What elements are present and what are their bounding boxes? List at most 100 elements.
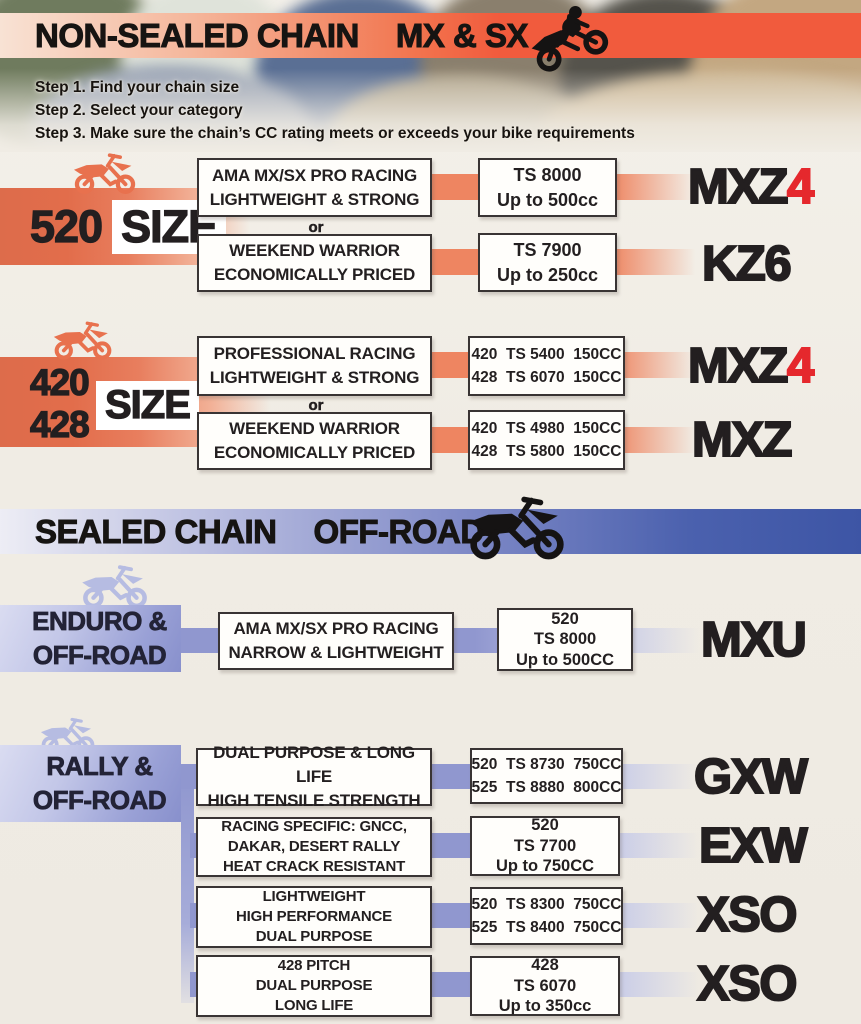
model-name: XSO — [696, 956, 798, 1012]
spec-line: Up to 750CC — [495, 857, 595, 876]
size-number: 428 — [29, 403, 90, 445]
category-line: ECONOMICALLY PRICED — [213, 443, 416, 462]
spec-box: 520 TS 8300 750CC 525 TS 8400 750CC — [470, 887, 623, 945]
size-number: 520 — [29, 200, 103, 252]
category-line: DUAL PURPOSE — [255, 976, 373, 994]
model-name: GXW — [693, 749, 809, 805]
model-accent: 4 — [786, 159, 815, 215]
model-main: MXZ — [687, 338, 789, 394]
step-2: Step 2. Select your category — [35, 102, 243, 119]
dirt-bike-icon — [74, 563, 156, 609]
model-main: XSO — [696, 956, 798, 1012]
nonsealed-banner: NON-SEALED CHAIN MX & SX — [0, 13, 861, 58]
spec-line: TS 8000 — [513, 165, 582, 186]
group-label-line: ENDURO & — [32, 605, 168, 636]
category-line: LONG LIFE — [274, 997, 354, 1015]
category-line: LIGHTWEIGHT — [262, 887, 366, 905]
or-label: or — [308, 219, 324, 237]
spec-line: Up to 350cc — [498, 997, 592, 1016]
spec-box: 420 TS 5400 150CC 428 TS 6070 150CC — [468, 336, 625, 396]
spec-line: TS 6070 — [513, 976, 577, 995]
spec-line: Up to 500cc — [496, 189, 599, 210]
spec-line: TS 7900 — [513, 240, 582, 261]
size-label-420-428: 420 428 — [29, 361, 90, 446]
sealed-banner: SEALED CHAIN OFF-ROAD — [0, 509, 861, 554]
model-main: XSO — [696, 887, 798, 943]
dirt-bike-icon — [72, 150, 138, 196]
model-name: MXZ — [691, 412, 793, 468]
dirt-bike-icon — [466, 486, 568, 568]
spec-line: Up to 500CC — [515, 650, 615, 669]
spec-box: TS 7900 Up to 250cc — [478, 233, 617, 292]
spec-line: Up to 250cc — [496, 264, 599, 285]
category-line: ECONOMICALLY PRICED — [213, 265, 416, 284]
category-line: HIGH PERFORMANCE — [236, 907, 392, 925]
category-line: LIGHTWEIGHT & STRONG — [209, 189, 420, 209]
category-line: DUAL PURPOSE — [255, 928, 373, 946]
instruction-steps: Step 1. Find your chain size Step 2. Sel… — [35, 76, 635, 145]
category-box: LIGHTWEIGHT HIGH PERFORMANCE DUAL PURPOS… — [196, 886, 432, 948]
spec-line: 428 — [531, 956, 559, 975]
category-box: PROFESSIONAL RACING LIGHTWEIGHT & STRONG — [197, 336, 432, 396]
spec-box: 520 TS 7700 Up to 750CC — [470, 816, 620, 876]
group-label-line: RALLY & — [46, 750, 154, 781]
model-main: EXW — [698, 818, 809, 874]
model-accent: 4 — [786, 338, 815, 394]
spec-box: 520 TS 8730 750CC 525 TS 8880 800CC — [470, 748, 623, 804]
category-box: AMA MX/SX PRO RACING LIGHTWEIGHT & STRON… — [197, 158, 432, 217]
spec-line: TS 8000 — [533, 630, 597, 649]
model-name: EXW — [698, 818, 809, 874]
step-3: Step 3. Make sure the chain’s CC rating … — [35, 125, 635, 142]
model-name: KZ6 — [701, 236, 793, 292]
model-main: MXZ — [687, 159, 789, 215]
nonsealed-banner-title: NON-SEALED CHAIN — [35, 16, 360, 54]
spec-line: 428 TS 6070 150CC — [471, 369, 622, 386]
spec-line: 520 TS 8730 750CC — [471, 755, 622, 773]
model-name: MXU — [700, 612, 808, 668]
category-line: RACING SPECIFIC: GNCC, — [221, 817, 407, 835]
model-name: MXZ4 — [687, 159, 815, 215]
category-line: HEAT CRACK RESISTANT — [222, 858, 406, 876]
group-label-line: OFF-ROAD — [32, 639, 167, 670]
nonsealed-banner-subtitle: MX & SX — [395, 16, 529, 54]
dirt-bike-icon — [52, 318, 114, 362]
category-box: RACING SPECIFIC: GNCC, DAKAR, DESERT RAL… — [196, 817, 432, 877]
category-line: DUAL PURPOSE & LONG LIFE — [213, 743, 415, 787]
step-1: Step 1. Find your chain size — [35, 79, 240, 96]
model-name: XSO — [696, 887, 798, 943]
spec-box: 520 TS 8000 Up to 500CC — [497, 608, 633, 671]
group-label-line: OFF-ROAD — [32, 784, 167, 815]
size-word: SIZE — [96, 381, 199, 430]
category-line: WEEKEND WARRIOR — [229, 241, 400, 261]
sealed-banner-title: SEALED CHAIN — [35, 512, 278, 550]
category-box: DUAL PURPOSE & LONG LIFE HIGH TENSILE ST… — [196, 743, 432, 810]
vertical-connector-band — [181, 775, 194, 1003]
group-label-enduro-offroad: ENDURO & OFF-ROAD — [0, 605, 181, 672]
spec-line: 420 TS 5400 150CC — [471, 345, 622, 363]
category-box: 428 PITCH DUAL PURPOSE LONG LIFE — [196, 955, 432, 1017]
category-box: WEEKEND WARRIOR ECONOMICALLY PRICED — [197, 234, 432, 292]
category-line: AMA MX/SX PRO RACING — [233, 619, 439, 639]
spec-line: 520 — [531, 816, 559, 835]
spec-box: 420 TS 4980 150CC 428 TS 5800 150CC — [468, 410, 625, 470]
spec-line: 525 TS 8400 750CC — [471, 919, 622, 936]
category-line: WEEKEND WARRIOR — [229, 419, 400, 439]
spec-line: 525 TS 8880 800CC — [471, 779, 622, 796]
spec-line: 520 — [551, 609, 579, 628]
sealed-banner-subtitle: OFF-ROAD — [313, 512, 485, 550]
category-line: HIGH TENSILE STRENGTH — [207, 790, 421, 810]
model-main: MXZ — [691, 412, 793, 468]
size-number: 420 — [29, 361, 90, 403]
spec-box: TS 8000 Up to 500cc — [478, 158, 617, 217]
category-line: 428 PITCH — [277, 956, 351, 974]
spec-line: 420 TS 4980 150CC — [471, 419, 622, 437]
category-line: DAKAR, DESERT RALLY — [227, 837, 401, 855]
category-line: AMA MX/SX PRO RACING — [211, 165, 418, 185]
category-line: NARROW & LIGHTWEIGHT — [228, 643, 444, 662]
category-line: PROFESSIONAL RACING — [213, 344, 416, 364]
mx-jump-rider-icon — [523, 2, 615, 74]
category-box: AMA MX/SX PRO RACING NARROW & LIGHTWEIGH… — [218, 612, 454, 670]
spec-box: 428 TS 6070 Up to 350cc — [470, 956, 620, 1016]
category-line: LIGHTWEIGHT & STRONG — [209, 368, 420, 387]
spec-line: TS 7700 — [513, 836, 577, 855]
